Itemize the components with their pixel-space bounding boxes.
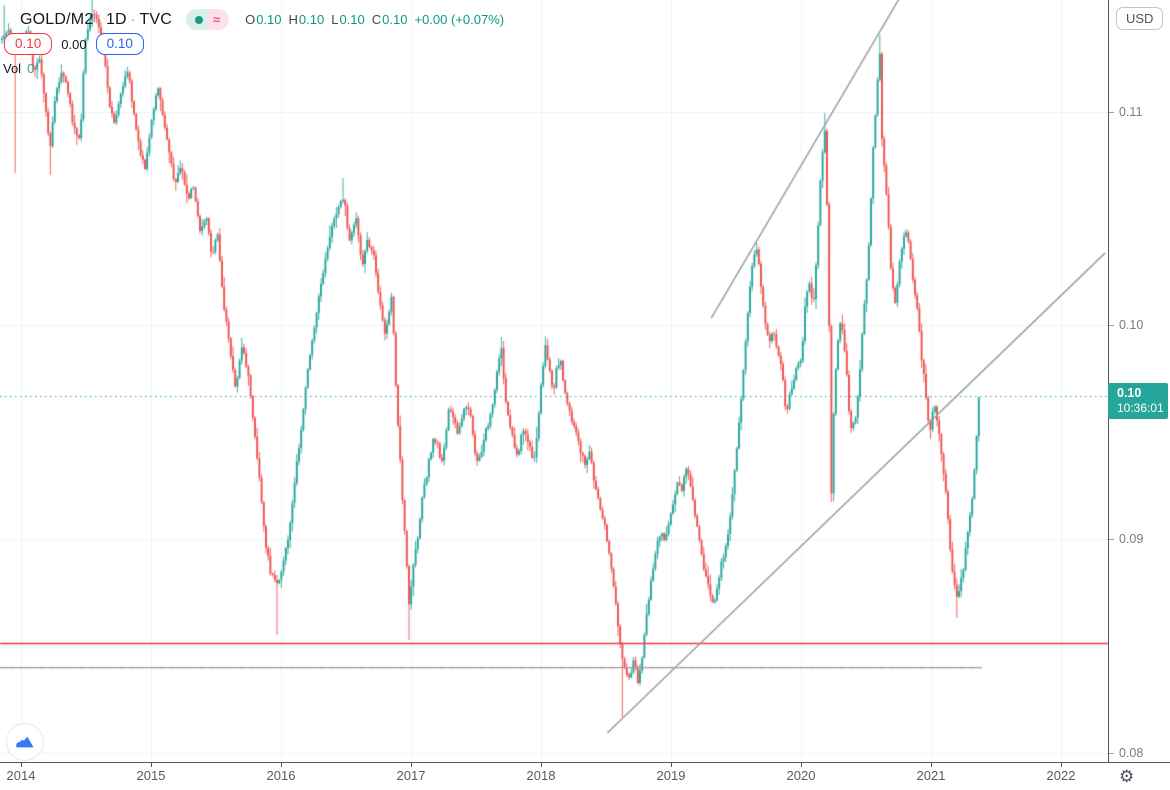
ohlc-values: O0.10 H0.10 L0.10 C0.10 +0.00 (+0.07%): [245, 12, 504, 27]
year-label: 2021: [916, 768, 946, 783]
year-tickmark: [151, 763, 152, 767]
price-tick-label: 0.08: [1119, 746, 1144, 760]
year-label: 2016: [266, 768, 296, 783]
volume-label: Vol: [3, 61, 22, 76]
year-tickmark: [411, 763, 412, 767]
year-label: 2017: [396, 768, 426, 783]
year-tickmark: [801, 763, 802, 767]
year-tickmark: [541, 763, 542, 767]
low-value: 0.10: [339, 12, 365, 27]
chart-legend: GOLD/M2 · 1D · TVC ≈ O0.10 H0.10 L0.10 C0.10…: [20, 9, 504, 30]
year-label: 2020: [786, 768, 816, 783]
price-tickmark: [1109, 753, 1114, 754]
price-tick-label: 0.10: [1119, 318, 1144, 332]
buy-price-button[interactable]: 0.10: [95, 33, 144, 55]
close-label: C: [371, 12, 382, 27]
market-open-dot-icon: [194, 15, 203, 24]
volume-value: 0: [27, 61, 35, 76]
quote-buttons: 0.10 0.00 0.10: [4, 33, 144, 55]
market-status-pill[interactable]: ≈: [185, 9, 230, 30]
price-tick-label: 0.11: [1119, 105, 1143, 119]
volume-row: Vol 0: [3, 61, 34, 76]
last-price-value: 0.10: [1117, 386, 1142, 400]
symbol-name: GOLD/M2: [20, 10, 94, 28]
year-tickmark: [671, 763, 672, 767]
currency-usd-button[interactable]: USD: [1116, 7, 1164, 30]
year-label: 2014: [6, 768, 36, 783]
year-tickmark: [1061, 763, 1062, 767]
sell-price-button[interactable]: 0.10: [4, 33, 53, 55]
price-tickmark: [1109, 112, 1114, 113]
settings-gear-icon[interactable]: ⚙: [1119, 767, 1135, 787]
exchange-label: TVC: [139, 10, 172, 28]
last-price-tag: 0.10 10:36:01: [1108, 383, 1168, 419]
separator-dot: ·: [130, 11, 136, 27]
price-tickmark: [1109, 539, 1114, 540]
low-label: L: [331, 12, 339, 27]
year-label: 2018: [526, 768, 556, 783]
high-label: H: [288, 12, 298, 27]
price-tickmark: [1109, 325, 1114, 326]
spread-value: 0.00: [61, 36, 87, 52]
separator-dot: ·: [97, 11, 102, 27]
price-axis[interactable]: USD 0.10 10:36:01 0.11 0.10 0.09 0.08: [1108, 0, 1170, 762]
year-tickmark: [931, 763, 932, 767]
symbol-title[interactable]: GOLD/M2 · 1D · TVC: [20, 11, 172, 29]
approx-data-icon: ≈: [212, 12, 221, 27]
year-label: 2019: [656, 768, 686, 783]
open-value: 0.10: [256, 12, 282, 27]
year-tickmark: [281, 763, 282, 767]
high-value: 0.10: [298, 12, 325, 27]
tradingview-mountain-icon: [16, 736, 34, 748]
open-label: O: [245, 12, 256, 27]
time-axis[interactable]: ⚙ 2014 2015 2016 2017 2018 2019 2020 2021 2022: [0, 762, 1170, 790]
close-value: 0.10: [382, 12, 408, 27]
interval-label: 1D: [105, 10, 127, 28]
tradingview-logo[interactable]: [6, 723, 44, 761]
year-label: 2022: [1046, 768, 1076, 783]
year-tickmark: [21, 763, 22, 767]
year-label: 2015: [136, 768, 166, 783]
candlestick-chart-canvas[interactable]: [0, 0, 1108, 762]
price-tick-label: 0.09: [1119, 532, 1144, 546]
change-value: +0.00 (+0.07%): [414, 12, 505, 27]
last-price-time: 10:36:01: [1117, 401, 1164, 415]
